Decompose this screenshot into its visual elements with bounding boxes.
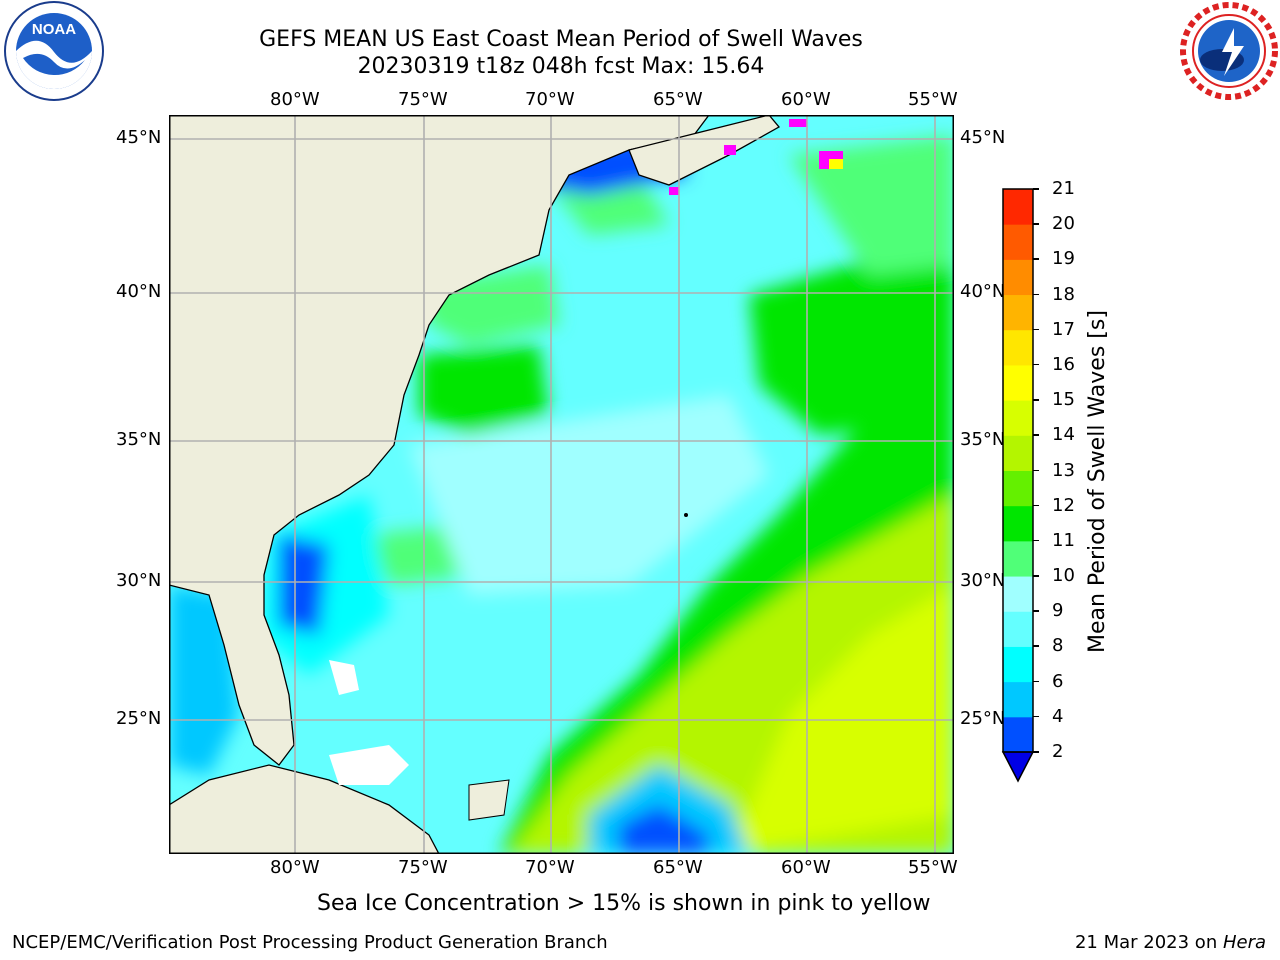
colorbar-tick-label: 19 (1052, 248, 1075, 270)
colorbar-tick-label: 20 (1052, 213, 1075, 235)
colorbar-segment (1003, 329, 1033, 366)
colorbar-segment (1003, 189, 1033, 225)
colorbar-tick-mark (1033, 363, 1039, 366)
lat-label-left: 30°N (116, 570, 162, 591)
lon-label-top: 80°W (270, 89, 320, 110)
gridlines (169, 115, 954, 854)
colorbar-tick-label: 18 (1052, 283, 1075, 305)
colorbar-tick-label: 4 (1052, 705, 1064, 727)
lon-label-top: 60°W (781, 89, 831, 110)
colorbar-segment (1003, 540, 1033, 577)
colorbar-tick-mark (1033, 680, 1039, 683)
lon-label-top: 55°W (908, 89, 958, 110)
colorbar-tick-mark (1033, 328, 1039, 331)
colorbar-tick-mark (1033, 399, 1039, 401)
colorbar-segment (1003, 611, 1033, 647)
colorbar-tick-mark (1033, 575, 1039, 577)
colorbar-tick-mark (1033, 645, 1039, 647)
colorbar-tick-mark (1033, 188, 1039, 190)
sea-ice-note: Sea Ice Concentration > 15% is shown in … (317, 891, 931, 916)
colorbar-tick-mark (1033, 434, 1039, 436)
colorbar-segment (1003, 576, 1033, 612)
footer-date: 21 Mar 2023 on Hera (1075, 932, 1266, 954)
colorbar-tick-label: 14 (1052, 424, 1075, 446)
map-plot (169, 115, 954, 854)
colorbar-segment (1003, 681, 1033, 718)
colorbar-tick-label: 6 (1052, 670, 1064, 692)
chart-title: GEFS MEAN US East Coast Mean Period of S… (259, 27, 863, 52)
colorbar-segment (1003, 470, 1033, 507)
lat-label-left: 25°N (116, 708, 162, 729)
colorbar-tick-mark (1033, 223, 1039, 225)
lat-label-left: 45°N (116, 127, 162, 148)
land (169, 115, 843, 854)
colorbar-tick-mark (1033, 610, 1039, 612)
colorbar-under-arrow (1001, 751, 1035, 783)
colorbar-tick-label: 8 (1052, 635, 1064, 657)
footer-date-text: 21 Mar 2023 on (1074, 932, 1223, 953)
colorbar-tick-label: 2 (1052, 741, 1064, 762)
colorbar-tick-mark (1033, 258, 1039, 260)
lat-label-left: 40°N (116, 281, 162, 302)
colorbar-tick-label: 10 (1052, 565, 1075, 587)
chart-subtitle: 20230319 t18z 048h fcst Max: 15.64 (357, 54, 765, 79)
lat-label-right: 30°N (960, 570, 1006, 591)
lon-label-top: 75°W (398, 89, 448, 110)
colorbar-tick-label: 15 (1052, 389, 1075, 411)
lon-label-bottom: 80°W (270, 857, 320, 878)
colorbar-tick-mark (1033, 715, 1039, 718)
colorbar-ticks: 2 4 6 8 9 10 11 12 13 14 15 16 17 18 19 20 21 (1033, 179, 1080, 766)
colorbar-tick-label: 9 (1052, 600, 1064, 622)
colorbar-tick-label: 21 (1052, 178, 1075, 199)
lat-label-right: 45°N (960, 127, 1006, 148)
colorbar-tick-label: 16 (1052, 353, 1075, 375)
colorbar-tick-label: 13 (1052, 459, 1075, 481)
colorbar-segment (1003, 646, 1033, 683)
lat-label-right: 40°N (960, 281, 1006, 302)
colorbar-segment (1003, 435, 1033, 471)
colorbar-label: Mean Period of Swell Waves [s] (1085, 310, 1110, 653)
colorbar-tick-mark (1033, 293, 1039, 296)
nws-logo (1180, 2, 1278, 100)
lat-label-right: 35°N (960, 429, 1006, 450)
noaa-logo: NOAA (4, 1, 104, 101)
colorbar-tick-mark (1033, 539, 1039, 542)
lon-label-bottom: 65°W (653, 857, 703, 878)
colorbar (1001, 188, 1035, 783)
colorbar-tick-mark (1033, 751, 1039, 753)
colorbar-segment (1003, 259, 1033, 296)
colorbar-tick-label: 11 (1052, 529, 1075, 551)
map-border (169, 115, 954, 854)
colorbar-tick-mark (1033, 469, 1039, 471)
colorbar-segment (1003, 505, 1033, 542)
lon-label-top: 65°W (653, 89, 703, 110)
colorbar-segment (1003, 716, 1033, 753)
lat-label-left: 35°N (116, 429, 162, 450)
footer-credit: NCEP/EMC/Verification Post Processing Pr… (12, 932, 608, 953)
colorbar-segment (1003, 224, 1033, 260)
colorbar-segment (1003, 364, 1033, 401)
footer-machine: Hera (1222, 932, 1266, 953)
lon-label-bottom: 60°W (781, 857, 831, 878)
lon-label-bottom: 75°W (398, 857, 448, 878)
lon-label-bottom: 70°W (525, 857, 575, 878)
lat-label-right: 25°N (960, 708, 1006, 729)
colorbar-tick-label: 17 (1052, 318, 1075, 340)
colorbar-segment (1003, 294, 1033, 331)
lon-label-top: 70°W (525, 89, 575, 110)
colorbar-tick-label: 12 (1052, 494, 1075, 516)
colorbar-tick-mark (1033, 504, 1039, 507)
noaa-logo-text: NOAA (32, 21, 76, 38)
colorbar-segment (1003, 400, 1033, 436)
lon-label-bottom: 55°W (908, 857, 958, 878)
